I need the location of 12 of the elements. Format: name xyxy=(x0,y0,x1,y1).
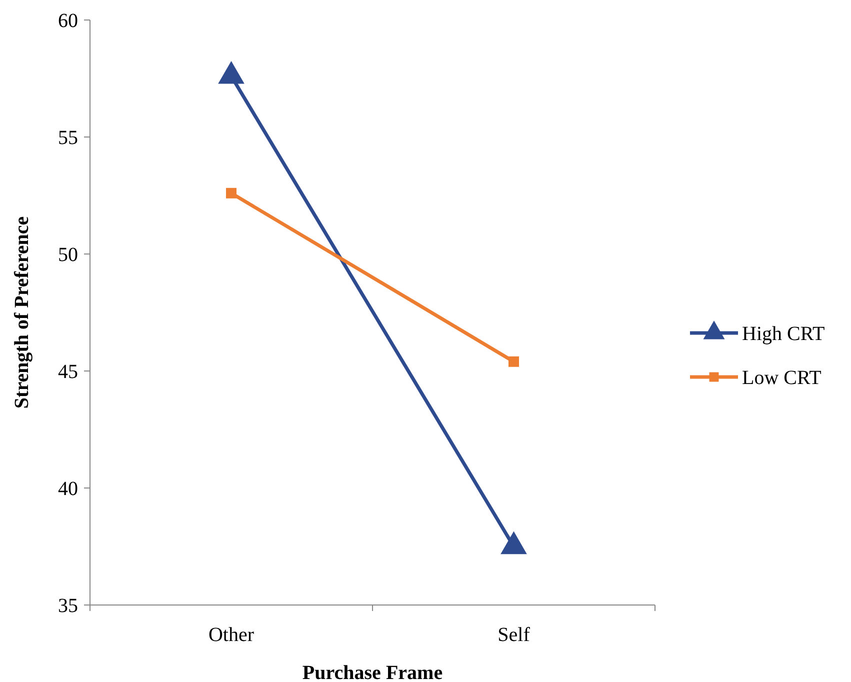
y-tick-label: 45 xyxy=(58,361,78,383)
x-tick-label: Self xyxy=(498,624,530,646)
y-tick-label: 55 xyxy=(58,127,78,149)
y-tick-label: 35 xyxy=(58,595,78,617)
legend-label: Low CRT xyxy=(742,367,822,389)
y-tick-label: 50 xyxy=(58,244,78,266)
x-axis-title: Purchase Frame xyxy=(302,662,443,682)
y-tick-label: 60 xyxy=(58,10,78,32)
legend-label: High CRT xyxy=(742,323,825,345)
y-axis-title: Strength of Preference xyxy=(11,216,33,409)
x-tick-label: Other xyxy=(208,624,254,646)
y-tick-label: 40 xyxy=(58,478,78,500)
